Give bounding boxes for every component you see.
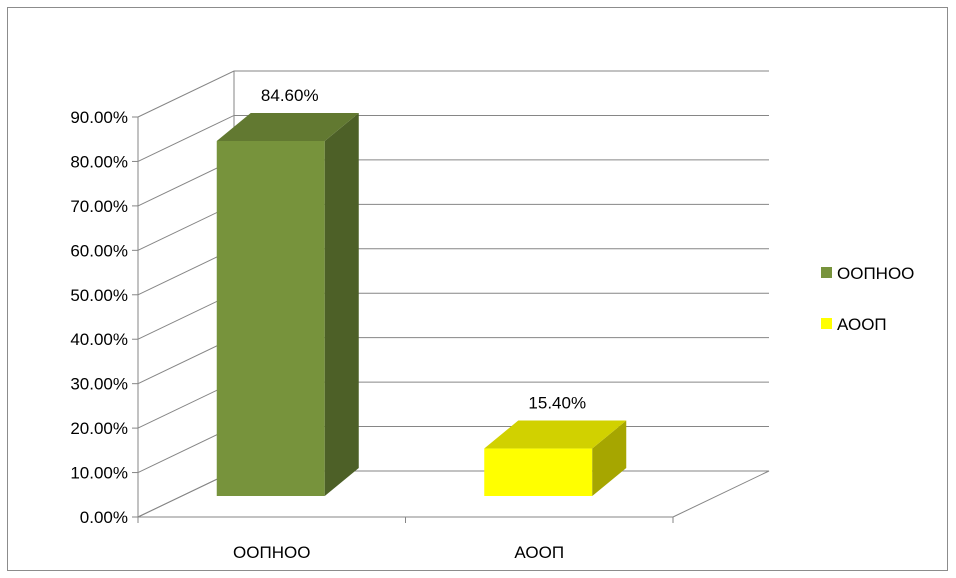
legend-swatch [821, 267, 832, 278]
bar-side [324, 113, 359, 496]
y-tick-label: 30.00% [70, 375, 128, 394]
bar-2 [484, 420, 627, 496]
gridline [137, 70, 769, 118]
bar-chart: 0.00% 10.00% 20.00% 30.00% 40.00% 50.00% 60.00… [70, 70, 914, 562]
data-label: 15.40% [528, 394, 586, 413]
x-tick-label: ООПНОО [233, 543, 310, 562]
y-tick-label: 20.00% [70, 419, 128, 438]
y-tick-labels: 0.00% 10.00% 20.00% 30.00% 40.00% 50.00% 60.00… [70, 108, 128, 527]
bar-top [216, 113, 359, 141]
bar-top [484, 420, 627, 449]
axes [132, 116, 674, 523]
bar-1 [216, 113, 359, 496]
legend-label: АООП [837, 315, 887, 334]
y-tick-label: 50.00% [70, 286, 128, 305]
y-tick-label: 40.00% [70, 330, 128, 349]
y-tick-label: 0.00% [80, 508, 128, 527]
y-tick-label: 10.00% [70, 464, 128, 483]
gridline [137, 114, 769, 162]
legend: ООПНОО АООП [821, 264, 914, 334]
chart-frame: 0.00% 10.00% 20.00% 30.00% 40.00% 50.00% 60.00… [7, 7, 948, 571]
bar-front [484, 448, 593, 496]
legend-swatch [821, 318, 832, 329]
x-tick-label: АООП [514, 543, 564, 562]
bars [216, 113, 627, 496]
data-label: 84.60% [261, 86, 319, 105]
x-tick-labels: ООПНОО АООП [233, 543, 564, 562]
y-tick-label: 90.00% [70, 108, 128, 127]
legend-label: ООПНОО [837, 264, 914, 283]
y-tick-label: 80.00% [70, 152, 128, 171]
bar-side [592, 420, 627, 496]
y-tick-label: 60.00% [70, 241, 128, 260]
bar-front [216, 141, 325, 496]
y-tick-label: 70.00% [70, 197, 128, 216]
data-labels: 84.60% 15.40% [261, 86, 586, 413]
